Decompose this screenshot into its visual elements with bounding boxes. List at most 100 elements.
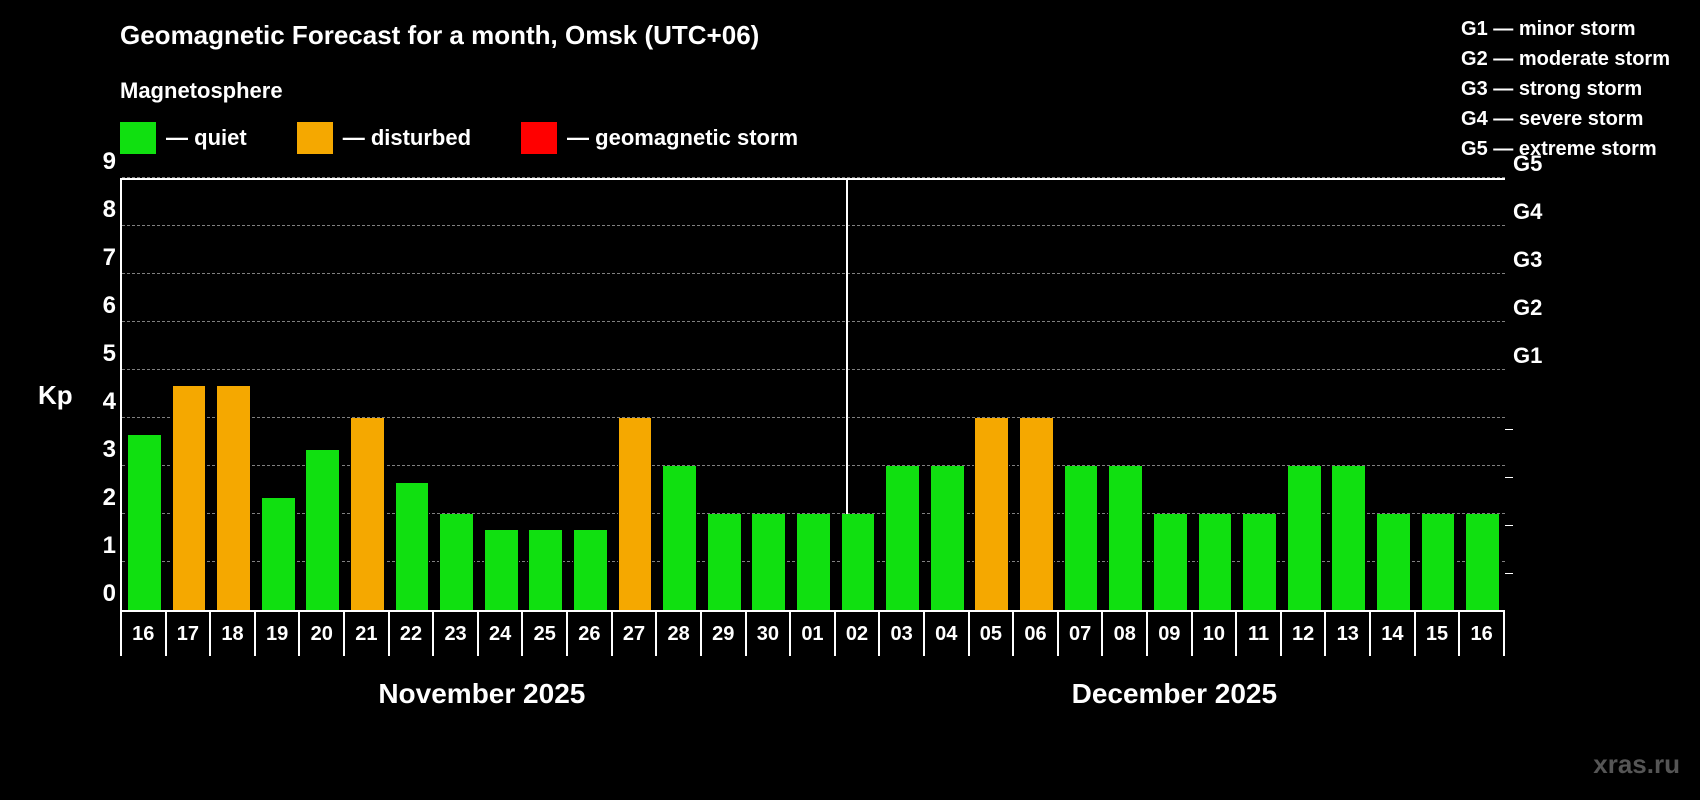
bar-column-day-16-november[interactable] (122, 180, 167, 610)
bar-column-day-21-november[interactable] (345, 180, 390, 610)
bar-column-day-28-november[interactable] (657, 180, 702, 610)
bar-column-day-02-december[interactable] (836, 180, 881, 610)
g-legend-item-0: G1 — minor storm (1461, 14, 1670, 44)
ytick-9: 9 (84, 148, 116, 176)
kp-bar-18-november[interactable] (216, 386, 251, 610)
day-label-22-november: 22 (390, 612, 435, 656)
bar-column-day-16-december[interactable] (1460, 180, 1505, 610)
kp-bar-20-november[interactable] (305, 450, 340, 610)
bar-column-day-17-november[interactable] (167, 180, 212, 610)
kp-bar-08-december[interactable] (1108, 466, 1143, 610)
bar-column-day-12-december[interactable] (1282, 180, 1327, 610)
legend-item-storm: — geomagnetic storm (521, 122, 798, 154)
day-label-11-december: 11 (1237, 612, 1282, 656)
bar-column-day-15-december[interactable] (1416, 180, 1461, 610)
day-label-01-december: 01 (791, 612, 836, 656)
kp-bar-10-december[interactable] (1198, 514, 1233, 610)
month-labels-row: November 2025 December 2025 (120, 678, 1505, 710)
ytick-3: 3 (84, 436, 116, 464)
day-label-05-december: 05 (970, 612, 1015, 656)
bar-column-day-14-december[interactable] (1371, 180, 1416, 610)
kp-bar-13-december[interactable] (1331, 466, 1366, 610)
bar-column-day-07-december[interactable] (1059, 180, 1104, 610)
kp-bar-14-december[interactable] (1376, 514, 1411, 610)
g-tick-g1: G1 (1513, 343, 1563, 369)
kp-bar-21-november[interactable] (350, 418, 385, 610)
kp-bar-27-november[interactable] (618, 418, 653, 610)
site-watermark: xras.ru (1593, 749, 1680, 780)
kp-bar-25-november[interactable] (528, 530, 563, 610)
bar-column-day-23-november[interactable] (434, 180, 479, 610)
bar-column-day-01-december[interactable] (791, 180, 836, 610)
kp-bar-12-december[interactable] (1287, 466, 1322, 610)
kp-bar-16-december[interactable] (1465, 514, 1500, 610)
bar-column-day-09-december[interactable] (1148, 180, 1193, 610)
day-label-29-november: 29 (702, 612, 747, 656)
kp-bar-22-november[interactable] (395, 483, 430, 610)
kp-bar-15-december[interactable] (1421, 514, 1456, 610)
bar-column-day-19-november[interactable] (256, 180, 301, 610)
kp-bar-05-december[interactable] (974, 418, 1009, 610)
bar-column-day-03-december[interactable] (880, 180, 925, 610)
kp-bar-17-november[interactable] (172, 386, 207, 610)
bar-column-day-29-november[interactable] (702, 180, 747, 610)
legend-row: — quiet — disturbed — geomagnetic storm (120, 122, 838, 154)
bar-column-day-24-november[interactable] (479, 180, 524, 610)
kp-bar-24-november[interactable] (484, 530, 519, 610)
day-label-13-december: 13 (1326, 612, 1371, 656)
kp-bar-16-november[interactable] (127, 435, 162, 610)
legend-item-disturbed: — disturbed (297, 122, 471, 154)
g-tickmark-1 (1505, 573, 1513, 574)
kp-bar-11-december[interactable] (1242, 514, 1277, 610)
bar-column-day-18-november[interactable] (211, 180, 256, 610)
day-label-12-december: 12 (1282, 612, 1327, 656)
bar-column-day-11-december[interactable] (1237, 180, 1282, 610)
kp-bar-28-november[interactable] (662, 466, 697, 610)
day-label-02-december: 02 (836, 612, 881, 656)
bar-column-day-04-december[interactable] (925, 180, 970, 610)
bar-column-day-13-december[interactable] (1326, 180, 1371, 610)
bar-column-day-27-november[interactable] (613, 180, 658, 610)
kp-bar-30-november[interactable] (751, 514, 786, 610)
bar-column-day-06-december[interactable] (1014, 180, 1059, 610)
bar-column-day-05-december[interactable] (970, 180, 1015, 610)
chart-plot-area: 0 1 2 3 4 5 6 7 8 9 G1 G2 G3 G4 G5 (120, 178, 1505, 610)
kp-bar-02-december[interactable] (841, 514, 876, 610)
bar-column-day-22-november[interactable] (390, 180, 435, 610)
bar-column-day-10-december[interactable] (1193, 180, 1238, 610)
bar-column-day-26-november[interactable] (568, 180, 613, 610)
ytick-6: 6 (84, 292, 116, 320)
bars-container (122, 180, 1505, 610)
kp-bar-03-december[interactable] (885, 466, 920, 610)
day-label-27-november: 27 (613, 612, 658, 656)
g-tick-g2: G2 (1513, 295, 1563, 321)
kp-bar-19-november[interactable] (261, 498, 296, 610)
g-legend-item-2: G3 — strong storm (1461, 74, 1670, 104)
g-tickmark-4 (1505, 429, 1513, 430)
kp-bar-04-december[interactable] (930, 466, 965, 610)
g-legend-item-3: G4 — severe storm (1461, 104, 1670, 134)
kp-bar-01-december[interactable] (796, 514, 831, 610)
kp-bar-23-november[interactable] (439, 514, 474, 610)
day-label-24-november: 24 (479, 612, 524, 656)
ytick-8: 8 (84, 196, 116, 224)
ytick-2: 2 (84, 484, 116, 512)
quiet-color-swatch (120, 122, 156, 154)
ytick-0: 0 (84, 580, 116, 608)
day-label-16-december: 16 (1460, 612, 1505, 656)
kp-bar-09-december[interactable] (1153, 514, 1188, 610)
kp-bar-07-december[interactable] (1064, 466, 1099, 610)
day-label-03-december: 03 (880, 612, 925, 656)
day-label-04-december: 04 (925, 612, 970, 656)
bar-column-day-20-november[interactable] (300, 180, 345, 610)
day-label-21-november: 21 (345, 612, 390, 656)
kp-bar-26-november[interactable] (573, 530, 608, 610)
day-label-26-november: 26 (568, 612, 613, 656)
legend-label-disturbed: — disturbed (343, 125, 471, 151)
kp-bar-06-december[interactable] (1019, 418, 1054, 610)
bar-column-day-25-november[interactable] (523, 180, 568, 610)
legend-label-quiet: — quiet (166, 125, 247, 151)
bar-column-day-08-december[interactable] (1103, 180, 1148, 610)
bar-column-day-30-november[interactable] (747, 180, 792, 610)
kp-bar-29-november[interactable] (707, 514, 742, 610)
